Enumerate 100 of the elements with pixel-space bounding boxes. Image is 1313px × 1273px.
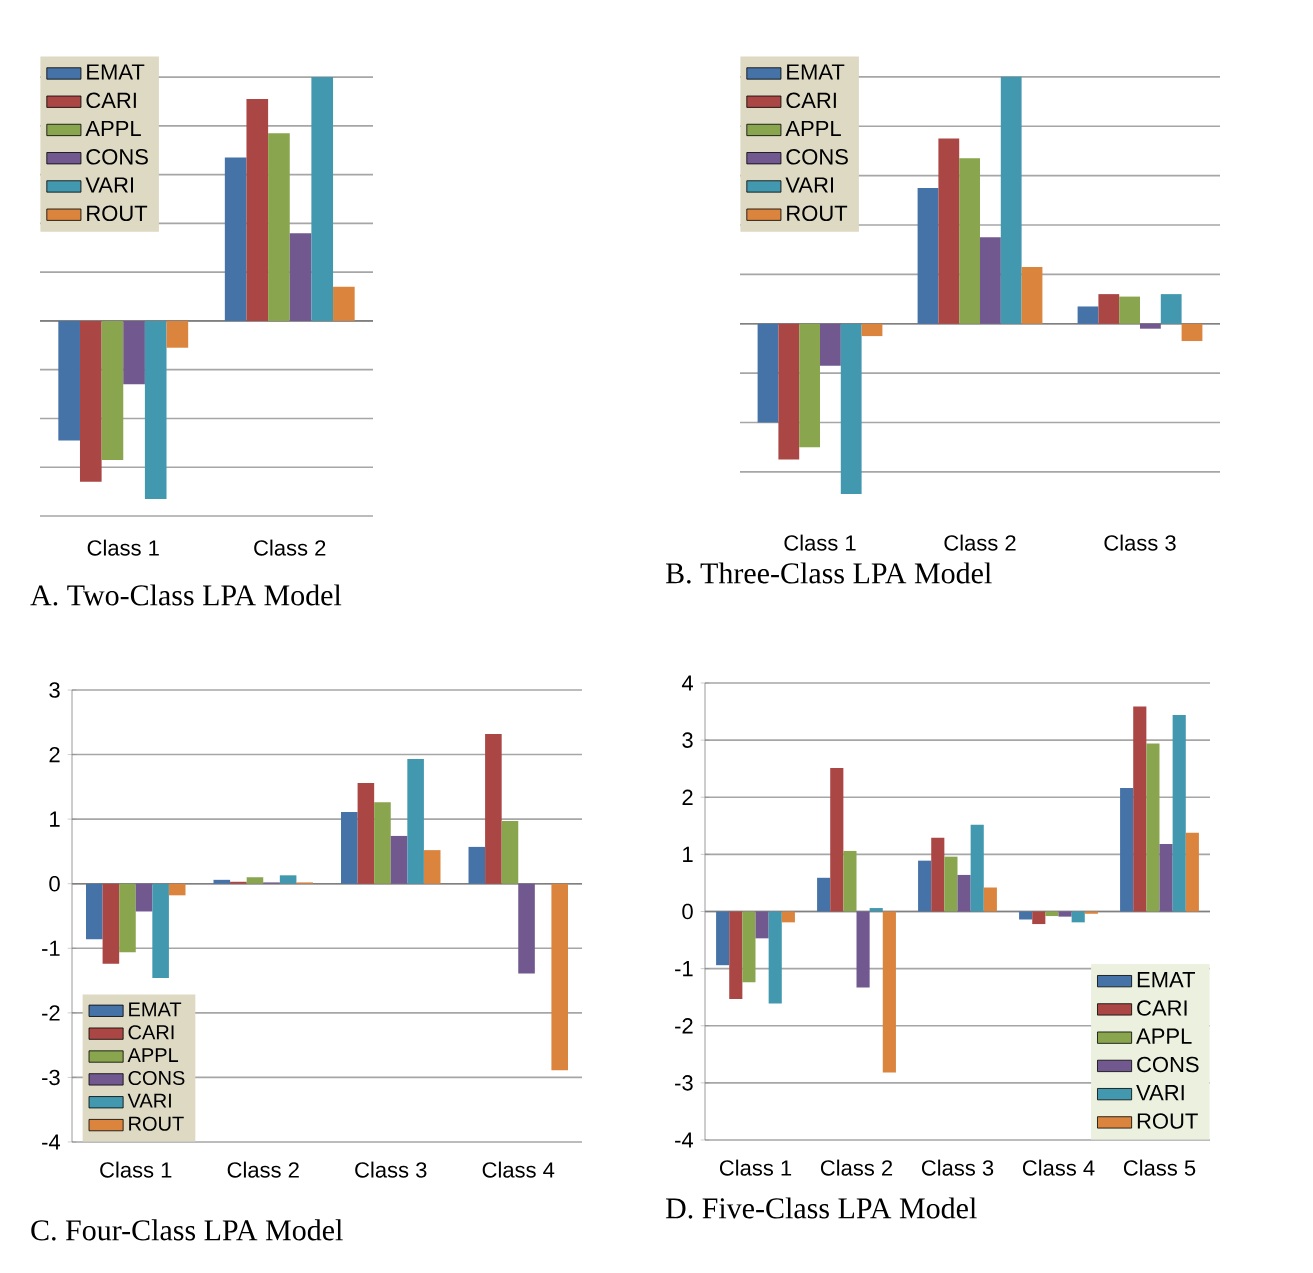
bar [102,883,120,964]
bar [957,874,971,912]
bar [1133,706,1147,912]
legend-label: VARI [1136,1085,1184,1101]
bar [58,320,80,441]
bar [1021,266,1043,324]
x-tick-label: Class 1 [784,534,856,551]
x-tick-label: Class 3 [921,1159,994,1176]
bar [1119,296,1140,324]
bar [423,850,441,884]
bar [716,911,730,966]
x-tick-label: Class 4 [1022,1159,1095,1176]
bar [856,911,870,988]
bar [101,320,124,460]
bar [79,320,102,482]
bar [224,157,247,321]
bar [341,812,358,884]
bar [830,768,844,912]
y-tick-label: 1 [50,811,60,827]
text: D. Five-Class LPA Model [665,1197,977,1219]
y-tick-label: 2 [682,789,693,805]
legend-label: VARI [127,1093,171,1108]
y-tick-label: 4 [681,675,694,691]
bar [407,759,424,884]
bar [820,323,841,366]
bar [289,233,312,321]
x-tick-label: Class 3 [355,1161,427,1178]
legend-label: APPL [85,120,141,137]
legend-label: APPL [785,120,841,137]
bar [757,323,779,423]
bar [1084,911,1098,914]
text: B. Three-Class LPA Model [665,562,992,584]
legend-label: EMAT [87,64,145,80]
bar [840,323,862,495]
legend-label: ROUT [87,205,148,222]
y-tick-label: -4 [675,1132,694,1148]
bar [152,883,169,978]
bar [1098,294,1120,324]
bar [917,187,939,324]
bar [123,320,145,385]
x-tick-label: Class 2 [227,1161,299,1178]
x-tick-label: Class 1 [87,539,159,556]
legend-label: EMAT [1137,972,1195,988]
bar [551,883,568,1071]
legend-label: ROUT [1137,1113,1198,1129]
bar [1077,306,1099,324]
legend-label: VARI [785,177,834,193]
legend-label: CARI [786,92,836,109]
bar [374,802,391,884]
y-tick-label: -2 [675,1018,693,1034]
bar [135,883,153,912]
bar [501,821,519,884]
bar [468,846,486,884]
bar [1019,911,1033,920]
legend-label: CARI [86,92,136,109]
y-tick-label: 3 [49,682,60,698]
x-tick-label: Class 2 [944,534,1016,551]
bar [357,782,375,884]
x-tick-label: Class 4 [482,1161,555,1178]
y-tick-label: -4 [42,1134,61,1150]
bar [755,911,769,939]
x-tick-label: Class 1 [719,1159,792,1176]
x-tick-label: Class 2 [820,1159,893,1176]
y-tick-label: 3 [682,732,693,748]
text: A. Two-Class LPA Model [30,584,342,606]
bar [333,286,355,321]
legend-label: EMAT [129,1002,182,1017]
legend-label: EMAT [787,64,845,80]
bar [144,320,167,499]
bar [983,887,997,912]
bar [817,877,831,912]
bar [268,133,290,321]
bar [166,320,189,348]
bar [1045,911,1059,917]
bar [1120,788,1134,912]
bar [1146,743,1160,912]
bar [485,733,502,884]
y-tick-label: -3 [675,1075,693,1091]
y-tick-label: -3 [42,1069,60,1086]
legend-label: CARI [1137,1000,1187,1016]
text: C. Four-Class LPA Model [31,1219,343,1241]
bar [1140,323,1161,329]
bar [1160,294,1182,324]
bar [918,860,932,912]
legend-label: APPL [127,1048,179,1062]
y-tick-label: -2 [42,1005,60,1021]
x-tick-label: Class 2 [254,539,326,556]
bar [843,850,857,912]
x-tick-label: Class 5 [1123,1159,1196,1176]
x-tick-label: Class 3 [1104,534,1176,551]
y-tick-label: 0 [682,903,693,920]
bar [246,99,269,321]
bar [246,877,264,884]
bar [168,883,186,896]
bar [938,138,960,324]
bar [1000,76,1022,324]
legend-label: CONS [786,149,848,165]
bar [518,883,535,974]
bar [390,835,408,884]
legend-label: CONS [86,149,148,165]
